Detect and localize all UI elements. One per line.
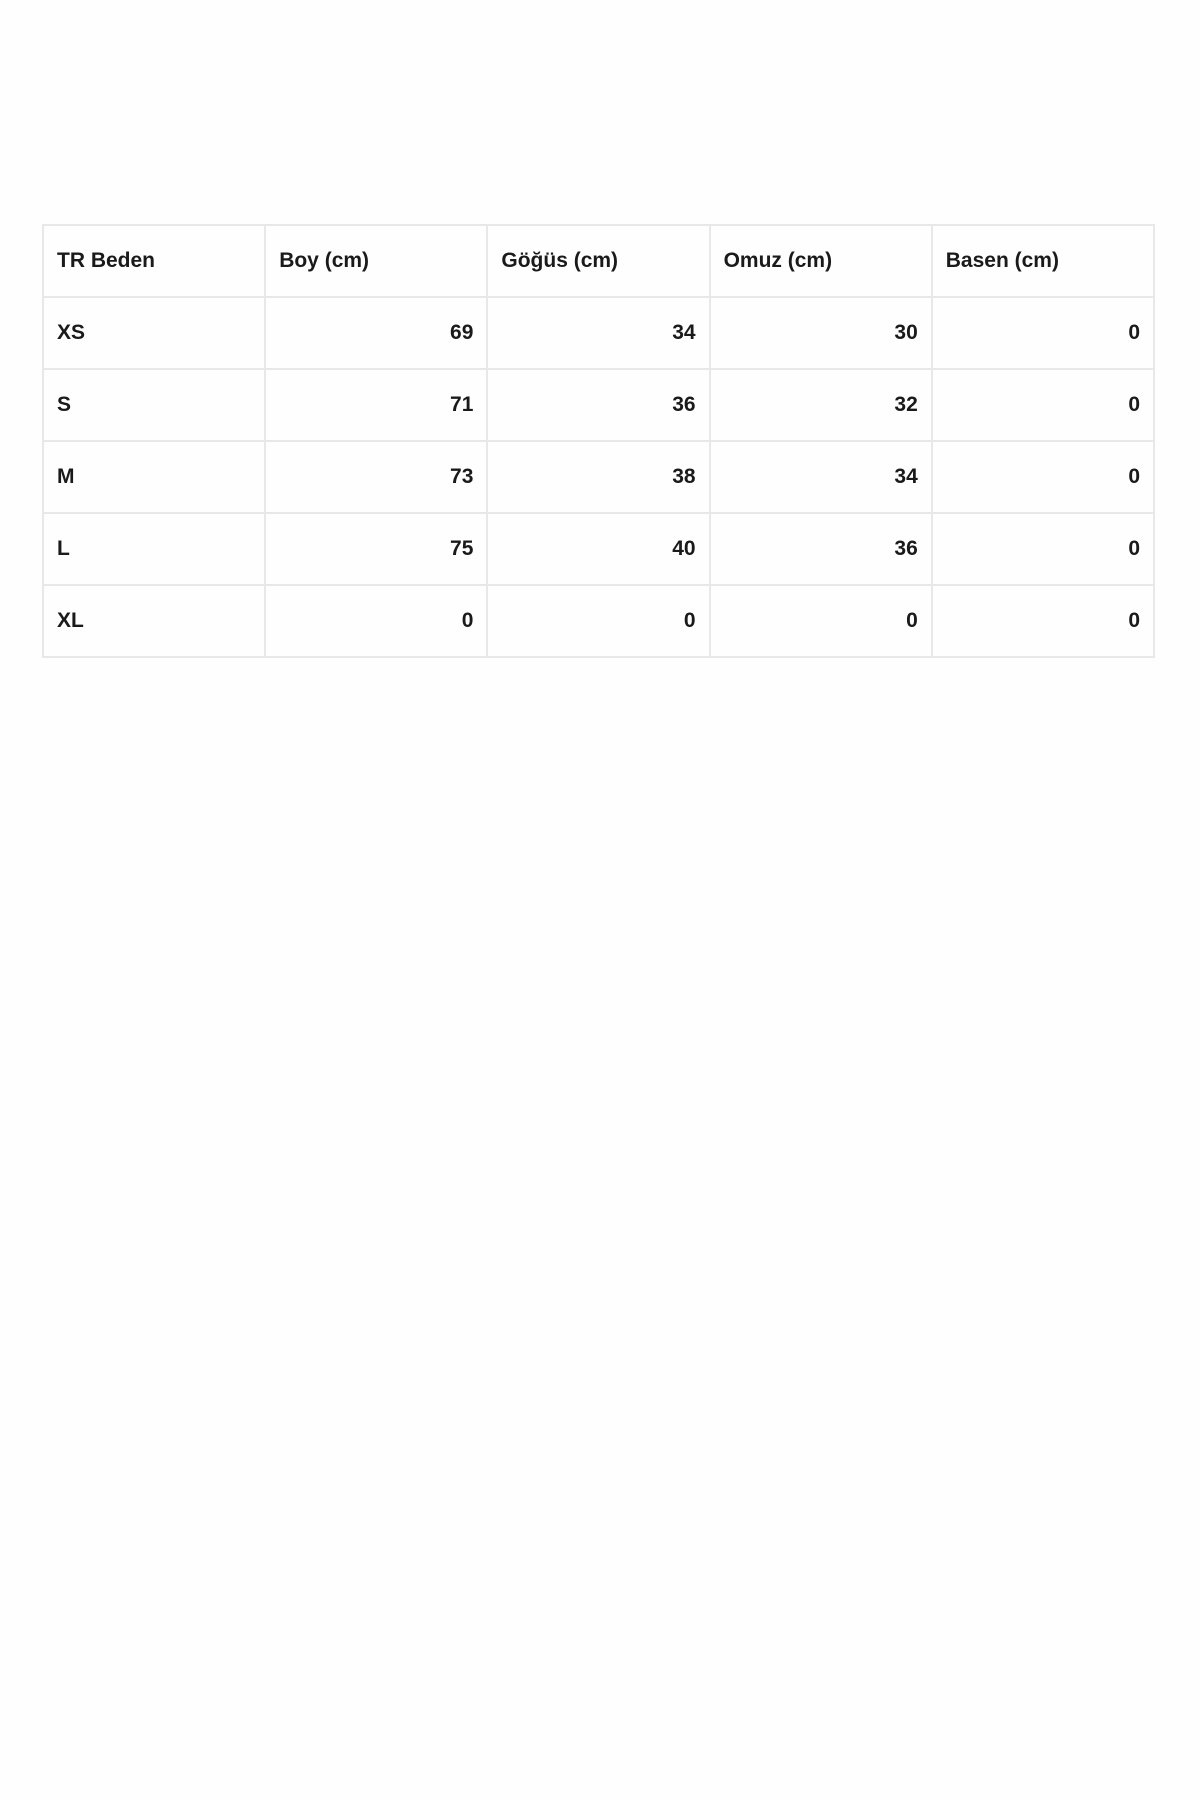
- size-cell: M: [41, 440, 267, 514]
- measurement-cell: 0: [930, 512, 1156, 586]
- header-length: Boy (cm): [264, 224, 489, 298]
- table-row: S 71 36 32 0: [41, 368, 1156, 442]
- table-row: L 75 40 36 0: [41, 512, 1156, 586]
- measurement-cell: 40: [486, 512, 711, 586]
- measurement-cell: 34: [486, 296, 711, 370]
- measurement-cell: 0: [930, 440, 1156, 514]
- measurement-cell: 34: [708, 440, 933, 514]
- measurement-cell: 32: [708, 368, 933, 442]
- measurement-cell: 0: [264, 584, 489, 658]
- header-size: TR Beden: [41, 224, 267, 298]
- header-shoulder: Omuz (cm): [708, 224, 933, 298]
- size-cell: L: [41, 512, 267, 586]
- table-row: M 73 38 34 0: [41, 440, 1156, 514]
- measurement-cell: 0: [930, 368, 1156, 442]
- measurement-cell: 0: [930, 584, 1156, 658]
- table-row: XS 69 34 30 0: [41, 296, 1156, 370]
- measurement-cell: 71: [264, 368, 489, 442]
- size-cell: S: [41, 368, 267, 442]
- measurement-cell: 75: [264, 512, 489, 586]
- table-row: XL 0 0 0 0: [41, 584, 1156, 658]
- header-hip: Basen (cm): [930, 224, 1156, 298]
- measurement-cell: 38: [486, 440, 711, 514]
- measurement-cell: 36: [486, 368, 711, 442]
- size-chart-table: TR Beden Boy (cm) Göğüs (cm) Omuz (cm) B…: [41, 224, 1156, 658]
- measurement-cell: 36: [708, 512, 933, 586]
- measurement-cell: 0: [486, 584, 711, 658]
- measurement-cell: 73: [264, 440, 489, 514]
- size-cell: XS: [41, 296, 267, 370]
- header-chest: Göğüs (cm): [486, 224, 711, 298]
- measurement-cell: 0: [708, 584, 933, 658]
- measurement-cell: 69: [264, 296, 489, 370]
- size-cell: XL: [41, 584, 267, 658]
- measurement-cell: 0: [930, 296, 1156, 370]
- measurement-cell: 30: [708, 296, 933, 370]
- table-header-row: TR Beden Boy (cm) Göğüs (cm) Omuz (cm) B…: [41, 224, 1156, 298]
